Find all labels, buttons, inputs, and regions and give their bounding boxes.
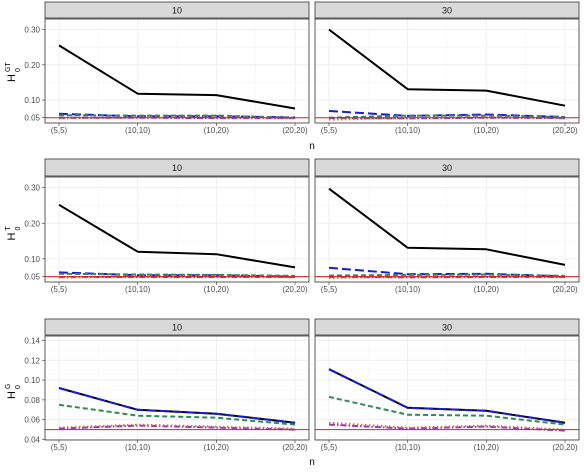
panel-border: [314, 176, 580, 283]
x-tick-label: (5,5): [321, 126, 338, 135]
y-tick-label: 0.06: [24, 416, 40, 425]
y-axis-title-main: H: [6, 391, 18, 399]
series-line-3: [328, 273, 566, 277]
x-tick-label: (10,10): [395, 126, 421, 135]
series-line-3: [58, 272, 296, 277]
panel-r3-strip-10: 10 (5,5) (10,10) (10,20) (20,20) 0.04 0.06 0.08…: [24, 318, 310, 452]
strip-label: 10: [172, 6, 182, 16]
y-tick-label: 0.10: [24, 376, 40, 385]
x-tick-label: (20,20): [552, 126, 578, 135]
y-tick-label: 0.05: [24, 114, 40, 123]
series-line-1: [58, 203, 296, 269]
x-tick-label: (10,10): [125, 285, 151, 294]
y-tick-label: 0.04: [24, 436, 40, 445]
strip-label: 30: [442, 6, 452, 16]
y-axis-title-sub: 0: [15, 385, 22, 389]
panel-r1-strip-10: 10 (5,5) (10,10) (10,20) (20,20) 0.05 0.10 0.20…: [24, 1, 310, 135]
x-tick-label: (20,20): [552, 443, 578, 452]
panel-r1-strip-30: 30 (5,5) (10,10) (10,20) (20,20): [314, 1, 580, 135]
y-tick-label: 0.20: [24, 61, 40, 70]
series-line-2: [58, 387, 296, 424]
y-axis-title: H0T: [5, 226, 22, 241]
y-tick-label: 0.12: [24, 356, 40, 365]
x-axis-title: n: [309, 457, 315, 468]
panel-border: [44, 176, 310, 283]
series-line-1: [58, 44, 296, 110]
y-tick-label: 0.05: [24, 273, 40, 282]
series-line-3: [328, 114, 566, 119]
x-tick-label: (20,20): [552, 285, 578, 294]
y-tick-label: 0.14: [24, 336, 40, 345]
y-axis-title: H 0G: [5, 384, 22, 399]
y-tick-label: 0.10: [24, 255, 40, 264]
strip-label: 10: [172, 163, 182, 173]
series-line-2: [328, 368, 566, 424]
series-line-3: [58, 114, 296, 119]
panel-r3-strip-30: 30 (5,5) (10,10) (10,20) (20,20): [314, 318, 580, 452]
series-line-1: [328, 28, 566, 107]
panel-border: [314, 18, 580, 124]
y-tick-label: 0.30: [24, 26, 40, 35]
x-tick-label: (10,20): [474, 126, 500, 135]
y-tick-label: 0.30: [24, 184, 40, 193]
y-axis-title: H 0GT: [5, 62, 22, 82]
y-axis-title-sup: GT: [5, 62, 12, 72]
panel-r2-strip-30: 30 (5,5) (10,10) (10,20) (20,20): [314, 158, 580, 294]
y-axis-title-sup: G: [5, 384, 12, 389]
x-tick-label: (10,10): [125, 126, 151, 135]
strip-label: 30: [442, 323, 452, 333]
x-tick-label: (20,20): [282, 285, 308, 294]
panel-border: [44, 335, 310, 441]
y-axis-title-main: H: [6, 74, 18, 82]
y-tick-label: 0.08: [24, 396, 40, 405]
x-tick-label: (20,20): [282, 126, 308, 135]
x-tick-label: (10,10): [125, 443, 151, 452]
x-tick-label: (10,10): [395, 443, 421, 452]
panel-r2-strip-10: 10 (5,5) (10,10) (10,20) (20,20) 0.05 0.10 0.20…: [24, 158, 310, 294]
panel-border: [314, 335, 580, 441]
strip-label: 10: [172, 323, 182, 333]
strip-background: [314, 158, 580, 177]
y-axis-title-main: H: [6, 232, 18, 240]
strip-background: [44, 158, 310, 177]
y-tick-label: 0.20: [24, 219, 40, 228]
y-axis-title-sub: 0: [15, 227, 22, 231]
x-tick-label: (5,5): [51, 126, 68, 135]
strip-background: [44, 1, 310, 19]
series-line-5: [58, 423, 296, 430]
x-tick-label: (10,10): [395, 285, 421, 294]
x-tick-label: (5,5): [51, 443, 68, 452]
strip-background: [314, 1, 580, 19]
x-tick-label: (5,5): [321, 443, 338, 452]
panel-border: [44, 18, 310, 124]
x-tick-label: (10,20): [204, 126, 230, 135]
series-line-3: [328, 395, 566, 426]
series-line-1: [328, 187, 566, 266]
x-tick-label: (5,5): [321, 285, 338, 294]
strip-background: [314, 318, 580, 336]
x-tick-label: (5,5): [51, 285, 68, 294]
y-axis-title-sub: 0: [15, 68, 22, 72]
y-tick-label: 0.10: [24, 96, 40, 105]
strip-label: 30: [442, 163, 452, 173]
strip-background: [44, 318, 310, 336]
x-tick-label: (10,20): [474, 443, 500, 452]
x-tick-label: (20,20): [282, 443, 308, 452]
y-axis-title-sup: T: [5, 226, 12, 231]
series-line-5: [328, 421, 566, 431]
x-axis-title: n: [309, 141, 315, 152]
x-tick-label: (10,20): [204, 443, 230, 452]
x-tick-label: (10,20): [474, 285, 500, 294]
x-tick-label: (10,20): [204, 285, 230, 294]
